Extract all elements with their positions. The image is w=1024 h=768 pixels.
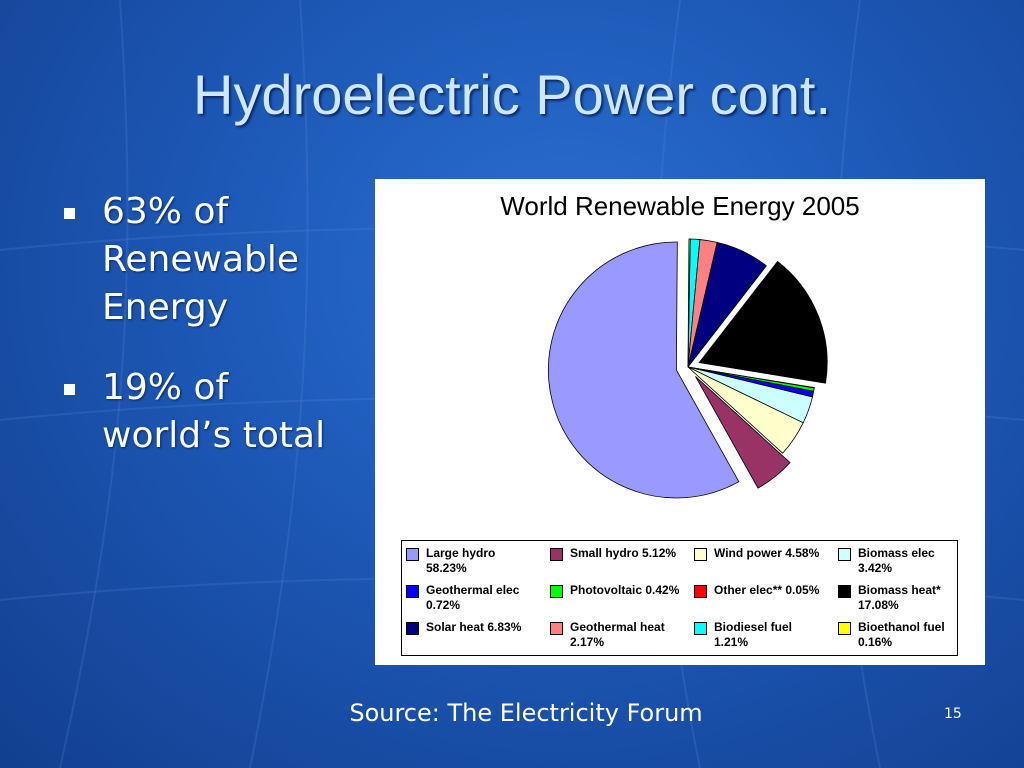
legend-label: Geothermal heat 2.17% [570, 620, 695, 650]
bullet-text: 19% of world’s total [102, 367, 326, 456]
legend-label-line: Photovoltaic 0.42% [570, 583, 680, 597]
legend-label-line: Geothermal elec [426, 583, 520, 597]
pie-slice-solar-heat [687, 241, 767, 368]
legend-swatch [694, 585, 707, 598]
chart-title: World Renewable Energy 2005 [500, 191, 860, 221]
legend-swatch [406, 622, 419, 635]
legend-label-line: Biomass heat* [858, 583, 941, 597]
bullet-list: 63% of Renewable Energy 19% of world’s t… [60, 188, 360, 492]
legend-label-value: 3.42% [858, 561, 893, 575]
bullet-item: 63% of Renewable Energy [60, 188, 360, 332]
legend-label-value: 58.23% [426, 561, 467, 575]
pie-slice-small-hydro [695, 376, 791, 489]
bullet-square-icon [64, 208, 75, 219]
legend-swatch [406, 548, 419, 561]
legend-swatch [838, 548, 851, 561]
legend-label-line: Wind power 4.58% [714, 546, 820, 560]
legend-swatch [694, 622, 707, 635]
legend-label: Small hydro 5.12% [570, 546, 695, 561]
bullet-item: 19% of world’s total [60, 364, 360, 460]
legend-label-line: Other elec** 0.05% [714, 583, 820, 597]
legend-label: Biodiesel fuel 1.21% [714, 620, 839, 650]
legend-label-value: 2.17% [570, 635, 605, 649]
legend-swatch [550, 548, 563, 561]
legend-label: Biomass elec 3.42% [858, 546, 983, 576]
legend-label-value: 17.08% [858, 598, 899, 612]
legend-swatch [838, 622, 851, 635]
legend-label-line: Small hydro 5.12% [570, 546, 677, 560]
pie-slice-bioethanol-fuel [687, 238, 691, 368]
pie-slice-wind-power [687, 366, 804, 454]
legend-label: Bioethanol fuel 0.16% [858, 620, 983, 650]
slide-number: 15 [944, 706, 962, 722]
legend-label: Solar heat 6.83% [426, 620, 551, 635]
legend-swatch [694, 548, 707, 561]
legend-swatch [550, 622, 563, 635]
legend-swatch [406, 585, 419, 598]
legend-label: Photovoltaic 0.42% [570, 583, 695, 598]
legend-label: Geothermal elec 0.72% [426, 583, 551, 613]
legend-swatch [838, 585, 851, 598]
pie-chart [548, 238, 828, 499]
legend-label: Other elec** 0.05% [714, 583, 839, 598]
legend-label-line: Large hydro [426, 546, 496, 560]
slide-title: Hydroelectric Power cont. [192, 63, 831, 126]
bullet-text: 63% of Renewable Energy [102, 191, 300, 328]
source-caption: Source: The Electricity Forum [349, 699, 703, 727]
pie-slice-large-hydro [548, 241, 740, 499]
legend-label-line: Bioethanol fuel [858, 620, 945, 634]
legend-label-line: Biomass elec [858, 546, 935, 560]
legend-label-line: Biodiesel fuel [714, 620, 793, 634]
legend-label-value: 0.72% [426, 598, 461, 612]
legend-label: Biomass heat* 17.08% [858, 583, 983, 613]
legend-label: Large hydro 58.23% [426, 546, 551, 576]
legend-label-line: Solar heat 6.83% [426, 620, 522, 634]
chart-panel: World Renewable Energy 2005 Large hydro 5… [375, 179, 985, 665]
legend-label-value: 1.21% [714, 635, 749, 649]
legend-label-value: 0.16% [858, 635, 893, 649]
bullet-square-icon [64, 384, 75, 395]
chart-legend: Large hydro 58.23% Small hydro 5.12% Wind p… [401, 540, 958, 656]
legend-swatch [550, 585, 563, 598]
pie-slice-biomass-heat [698, 260, 828, 384]
legend-label-line: Geothermal heat [570, 620, 665, 634]
legend-label: Wind power 4.58% [714, 546, 839, 561]
